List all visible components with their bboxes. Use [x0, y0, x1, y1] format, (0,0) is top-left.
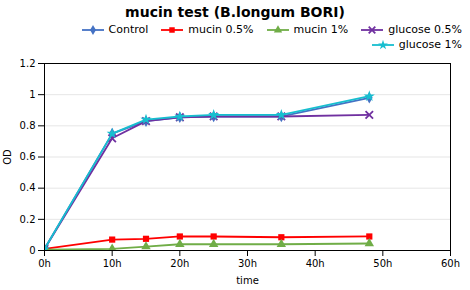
svg-text:10h: 10h — [103, 258, 122, 269]
svg-text:60h: 60h — [441, 258, 460, 269]
html-text:Control: Control — [108, 23, 149, 36]
html-text:mucin test (B.longum BORI): mucin test (B.longum BORI) — [125, 4, 345, 20]
svg-text:1: 1 — [29, 89, 35, 100]
svg-text:1.2: 1.2 — [20, 58, 36, 69]
svg-text:0.6: 0.6 — [20, 151, 36, 162]
svg-text:0.4: 0.4 — [20, 182, 36, 193]
svg-text:50h: 50h — [373, 258, 392, 269]
html-text:mucin 0.5%: mucin 0.5% — [188, 23, 254, 36]
svg-text:OD: OD — [2, 149, 13, 165]
svg-text:0: 0 — [29, 245, 35, 256]
svg-text:0.2: 0.2 — [20, 214, 36, 225]
svg-text:0h: 0h — [38, 258, 51, 269]
svg-text:0.8: 0.8 — [20, 120, 36, 131]
svg-text:20h: 20h — [170, 258, 189, 269]
svg-text:time: time — [236, 275, 259, 286]
html-text:glucose 0.5%: glucose 0.5% — [388, 23, 462, 36]
svg-text:40h: 40h — [306, 258, 325, 269]
html-text:glucose 1%: glucose 1% — [398, 38, 462, 51]
svg-text:30h: 30h — [238, 258, 257, 269]
html-text:mucin 1%: mucin 1% — [293, 23, 349, 36]
